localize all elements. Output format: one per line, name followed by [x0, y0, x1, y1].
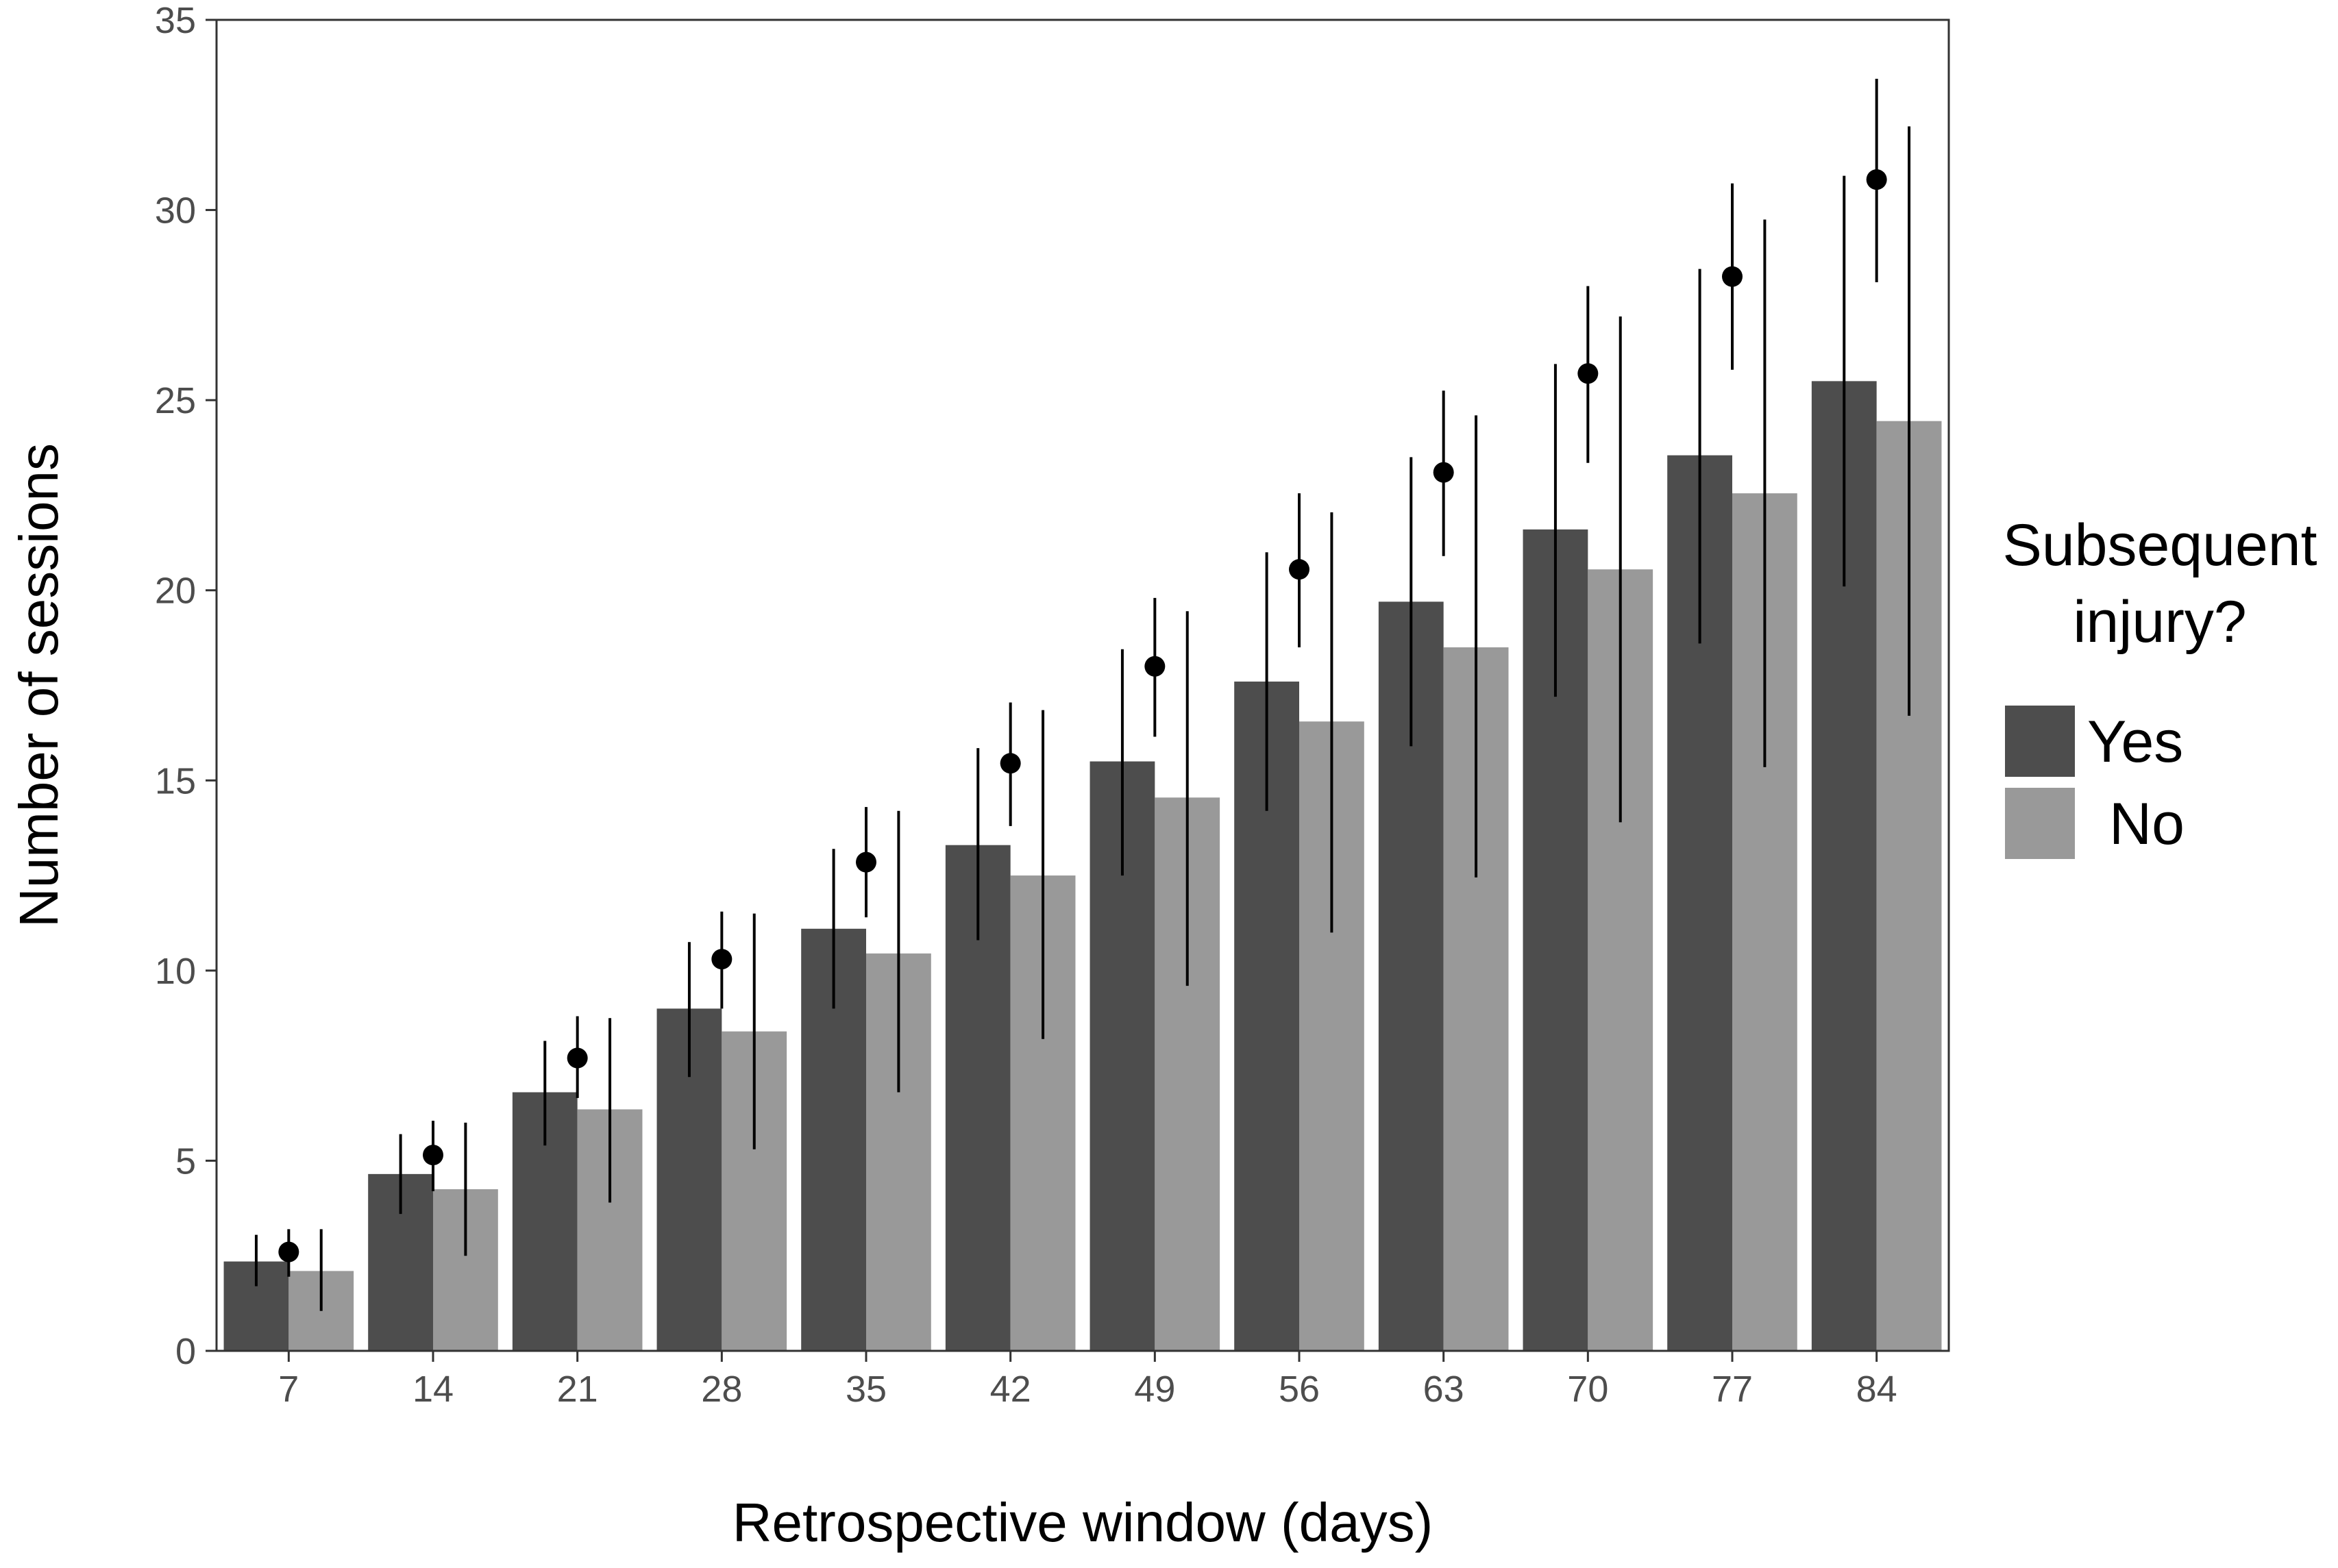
panel-border	[215, 18, 1950, 1352]
y-tick-label-30: 30	[155, 190, 196, 232]
x-tick-label-63: 63	[1423, 1369, 1464, 1410]
legend-key-no	[2005, 788, 2075, 859]
x-tick-label-7: 7	[278, 1369, 299, 1410]
x-tick-label-42: 42	[990, 1369, 1031, 1410]
point-84	[1866, 169, 1887, 190]
x-axis: 7 14 21 28 35 42 49 56 63 70 77 84	[278, 1351, 1897, 1410]
y-tick-label-35: 35	[155, 0, 196, 41]
x-tick-label-84: 84	[1856, 1369, 1897, 1410]
point-70	[1577, 363, 1599, 384]
x-tick-label-49: 49	[1134, 1369, 1175, 1410]
point-14	[423, 1145, 443, 1166]
point-7	[278, 1241, 299, 1262]
y-tick-label-0: 0	[175, 1331, 196, 1372]
x-tick-label-21: 21	[557, 1369, 598, 1410]
y-tick-label-5: 5	[175, 1141, 196, 1182]
point-35	[856, 851, 876, 873]
y-tick-label-10: 10	[155, 951, 196, 992]
point-21	[567, 1047, 588, 1069]
x-tick-label-28: 28	[701, 1369, 742, 1410]
point-28	[711, 949, 733, 970]
x-tick-label-77: 77	[1712, 1369, 1753, 1410]
point-49	[1144, 656, 1166, 677]
legend-label-no: No	[2109, 791, 2185, 857]
points-layer	[278, 169, 1887, 1262]
x-tick-label-70: 70	[1567, 1369, 1608, 1410]
x-tick-label-35: 35	[846, 1369, 887, 1410]
point-77	[1722, 266, 1743, 287]
y-tick-label-15: 15	[155, 760, 196, 801]
point-42	[1000, 753, 1021, 774]
x-tick-label-14: 14	[413, 1369, 454, 1410]
x-axis-title: Retrospective window (days)	[733, 1492, 1433, 1553]
legend: Subsequent injury? Yes No	[2002, 512, 2317, 859]
y-axis-title: Number of sessions	[8, 443, 69, 928]
y-tick-label-25: 25	[155, 380, 196, 421]
legend-label-yes: Yes	[2087, 709, 2183, 775]
errorbars-layer	[254, 79, 1911, 1311]
x-tick-label-56: 56	[1279, 1369, 1320, 1410]
point-56	[1289, 559, 1309, 580]
legend-key-yes	[2005, 706, 2075, 777]
y-tick-label-20: 20	[155, 571, 196, 612]
point-63	[1433, 462, 1454, 483]
y-axis: 0 5 10 15 20 25 30 35	[155, 0, 217, 1372]
legend-title-line-2: injury?	[2073, 589, 2246, 655]
legend-title-line-1: Subsequent	[2002, 512, 2317, 578]
